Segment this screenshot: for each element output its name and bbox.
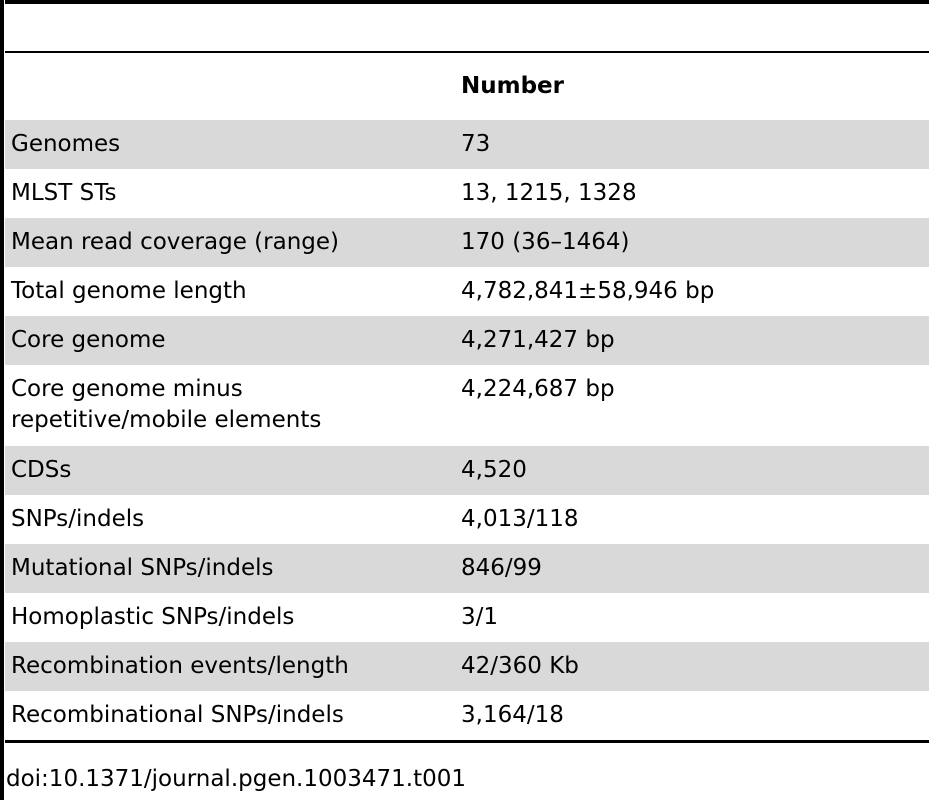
row-label: CDSs <box>11 457 72 483</box>
left-border-line <box>0 0 4 800</box>
data-table: Number Genomes 73 MLST STs 13, 1215, 132… <box>5 0 929 743</box>
row-value: 4,782,841±58,946 bp <box>461 278 715 304</box>
table-row: Mutational SNPs/indels 846/99 <box>5 544 929 593</box>
row-value: 4,271,427 bp <box>461 327 615 353</box>
table-row: CDSs 4,520 <box>5 446 929 495</box>
row-label: Mean read coverage (range) <box>11 229 339 255</box>
table-row: Homoplastic SNPs/indels 3/1 <box>5 593 929 642</box>
row-label: Core genome <box>11 327 166 353</box>
row-value: 170 (36–1464) <box>461 229 630 255</box>
row-value: 4,224,687 bp <box>461 376 615 402</box>
row-label: Mutational SNPs/indels <box>11 555 274 581</box>
table-row: MLST STs 13, 1215, 1328 <box>5 169 929 218</box>
row-value: 3,164/18 <box>461 702 564 728</box>
header-cell-number: Number <box>461 72 564 99</box>
table-row: Recombinational SNPs/indels 3,164/18 <box>5 691 929 740</box>
row-label: Recombination events/length <box>11 653 349 679</box>
table-row: Recombination events/length 42/360 Kb <box>5 642 929 691</box>
row-label: Total genome length <box>11 278 247 304</box>
table-row: SNPs/indels 4,013/118 <box>5 495 929 544</box>
row-value: 13, 1215, 1328 <box>461 180 637 206</box>
table-header-rule <box>5 51 929 53</box>
table-header-row: Number <box>5 53 929 120</box>
table-row: Core genome minus repetitive/mobile elem… <box>5 365 929 446</box>
row-label: Homoplastic SNPs/indels <box>11 604 295 630</box>
table-bottom-rule <box>5 740 929 743</box>
row-value: 846/99 <box>461 555 542 581</box>
table-row: Genomes 73 <box>5 120 929 169</box>
row-value: 73 <box>461 131 491 157</box>
table-top-rule <box>5 0 929 4</box>
table-row: Total genome length 4,782,841±58,946 bp <box>5 267 929 316</box>
table-caption-space <box>5 4 929 51</box>
row-value: 3/1 <box>461 604 499 630</box>
row-label: Genomes <box>11 131 121 157</box>
table-row: Mean read coverage (range) 170 (36–1464) <box>5 218 929 267</box>
table-row: Core genome 4,271,427 bp <box>5 316 929 365</box>
row-label: Core genome minus repetitive/mobile elem… <box>11 376 322 433</box>
row-value: 4,520 <box>461 457 527 483</box>
row-label: SNPs/indels <box>11 506 145 532</box>
row-label: MLST STs <box>11 180 117 206</box>
row-value: 4,013/118 <box>461 506 579 532</box>
row-label: Recombinational SNPs/indels <box>11 702 344 728</box>
doi-citation: doi:10.1371/journal.pgen.1003471.t001 <box>6 766 467 792</box>
row-value: 42/360 Kb <box>461 653 579 679</box>
